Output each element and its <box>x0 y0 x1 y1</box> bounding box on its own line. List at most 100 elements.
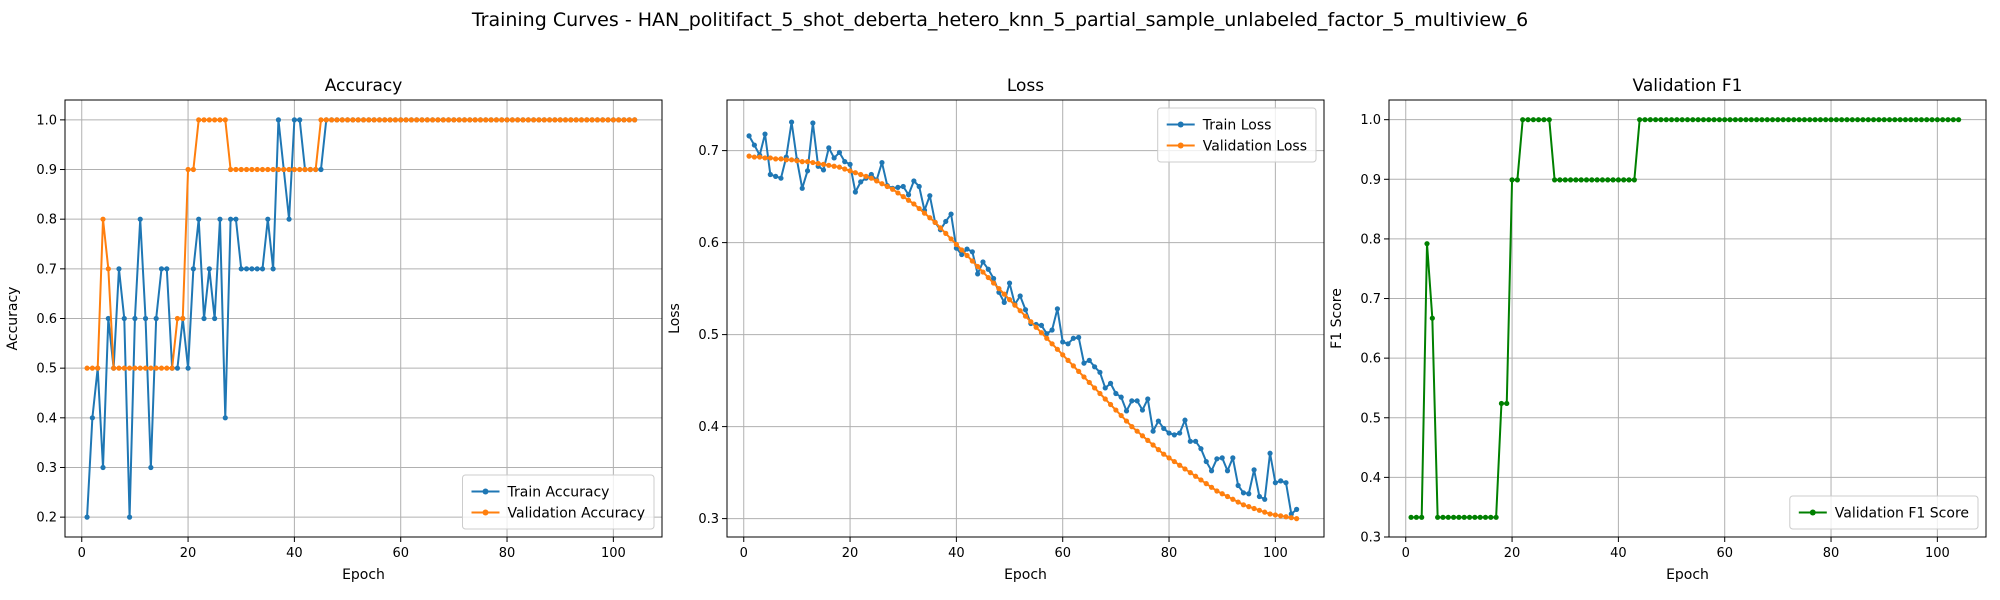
y-axis-label: Loss <box>667 303 683 334</box>
data-point-validation-accuracy <box>546 117 553 123</box>
data-point-validation-accuracy <box>148 365 154 371</box>
data-point-validation-loss <box>1028 319 1034 325</box>
data-point-validation-loss <box>1278 513 1284 519</box>
legend-marker-validation-f1-score <box>1809 509 1816 516</box>
legend-label-train-accuracy: Train Accuracy <box>507 485 610 501</box>
data-point-validation-f1-score <box>1785 117 1792 123</box>
x-tick-label: 60 <box>1054 546 1071 561</box>
legend-marker-train-loss <box>1177 121 1184 128</box>
data-point-validation-accuracy <box>164 365 170 371</box>
data-point-validation-f1-score <box>1950 117 1956 123</box>
data-point-validation-accuracy <box>89 365 95 371</box>
data-point-validation-accuracy <box>201 117 207 123</box>
data-point-validation-loss <box>905 197 912 203</box>
data-point-validation-loss <box>964 252 970 259</box>
data-point-validation-accuracy <box>95 365 101 371</box>
data-point-validation-f1-score <box>1886 117 1893 123</box>
data-point-train-loss <box>964 246 970 252</box>
data-point-validation-loss <box>1086 379 1092 386</box>
y-tick-label: 0.3 <box>1360 531 1381 546</box>
chart-panel-loss: 0 20 40 60 80 100 0.3 0.4 0.5 0.6 0.7 Loss Epoch Loss… <box>667 76 1325 583</box>
data-point-validation-loss <box>948 236 954 242</box>
data-point-train-loss <box>1235 482 1241 489</box>
data-point-train-loss <box>959 251 965 258</box>
data-point-validation-loss <box>757 154 763 160</box>
data-point-validation-accuracy <box>408 117 414 123</box>
data-point-validation-f1-score <box>1472 514 1478 520</box>
data-point-train-loss <box>1017 293 1023 299</box>
data-point-validation-f1-score <box>1482 514 1489 520</box>
data-point-validation-loss <box>1246 504 1252 510</box>
legend-2 <box>1789 495 1979 530</box>
data-point-train-accuracy <box>206 266 212 272</box>
data-point-validation-loss <box>1230 496 1236 502</box>
data-point-validation-f1-score <box>1839 117 1845 123</box>
data-point-validation-accuracy <box>578 117 585 123</box>
data-point-validation-accuracy <box>355 117 361 123</box>
data-point-validation-accuracy <box>212 117 218 123</box>
data-point-validation-loss <box>879 181 885 187</box>
data-point-validation-accuracy <box>121 365 127 371</box>
y-tick-label: 0.3 <box>698 512 719 527</box>
data-point-validation-f1-score <box>1812 117 1818 123</box>
data-point-validation-accuracy <box>291 166 297 173</box>
data-point-train-accuracy <box>121 315 127 322</box>
data-point-validation-accuracy <box>568 117 574 123</box>
data-point-train-loss <box>778 175 784 181</box>
data-point-validation-loss <box>1267 511 1273 517</box>
chart-title: Accuracy <box>325 76 403 96</box>
data-point-train-loss <box>842 159 848 165</box>
data-point-train-loss <box>1262 496 1268 502</box>
data-point-train-loss <box>1049 327 1055 333</box>
data-point-validation-f1-score <box>1525 117 1531 123</box>
data-point-validation-loss <box>969 258 975 264</box>
data-point-validation-f1-score <box>1546 117 1552 123</box>
data-point-train-accuracy <box>174 365 181 371</box>
data-point-validation-accuracy <box>531 117 537 123</box>
data-point-train-accuracy <box>185 365 191 371</box>
data-point-validation-accuracy <box>504 117 510 123</box>
data-point-validation-f1-score <box>1498 400 1505 407</box>
data-point-train-loss <box>1256 493 1263 500</box>
data-point-validation-f1-score <box>1684 117 1691 123</box>
data-point-validation-accuracy <box>445 117 452 123</box>
data-point-validation-accuracy <box>600 117 606 123</box>
data-point-validation-f1-score <box>1450 514 1457 520</box>
data-point-validation-loss <box>842 166 848 172</box>
y-tick-label: 1.0 <box>36 113 57 128</box>
data-point-validation-accuracy <box>499 117 505 123</box>
data-point-validation-loss <box>1224 493 1231 500</box>
data-point-train-loss <box>1251 467 1257 473</box>
data-point-train-accuracy <box>196 216 202 222</box>
data-point-validation-loss <box>863 173 869 179</box>
data-point-validation-loss <box>1240 502 1247 508</box>
data-point-validation-f1-score <box>1908 117 1914 123</box>
data-point-train-loss <box>1044 331 1050 337</box>
data-point-validation-loss <box>1177 462 1183 468</box>
data-point-validation-accuracy <box>392 117 398 123</box>
data-point-validation-f1-score <box>1552 177 1558 183</box>
data-point-validation-loss <box>799 159 805 165</box>
data-point-validation-accuracy <box>169 365 175 371</box>
data-point-train-loss <box>1070 335 1076 341</box>
data-point-train-loss <box>1060 339 1066 345</box>
data-point-train-accuracy <box>137 216 143 222</box>
data-point-validation-accuracy <box>275 166 282 173</box>
data-point-validation-loss <box>911 201 917 207</box>
data-point-validation-f1-score <box>1913 117 1919 123</box>
data-point-validation-f1-score <box>1823 117 1829 123</box>
data-point-validation-accuracy <box>456 117 462 123</box>
legend-1 <box>1157 107 1317 163</box>
data-point-validation-loss <box>921 210 928 216</box>
data-point-validation-accuracy <box>111 365 117 371</box>
legend-label-train-loss: Train Loss <box>1202 118 1272 134</box>
data-point-validation-f1-score <box>1940 117 1946 123</box>
data-point-validation-accuracy <box>621 117 627 123</box>
data-point-validation-f1-score <box>1456 514 1462 520</box>
data-point-train-loss <box>751 142 757 148</box>
data-point-validation-loss <box>1256 507 1263 513</box>
data-point-train-loss <box>1246 491 1252 497</box>
data-point-train-loss <box>810 120 816 126</box>
data-point-validation-accuracy <box>307 166 313 173</box>
data-point-validation-loss <box>778 156 784 162</box>
